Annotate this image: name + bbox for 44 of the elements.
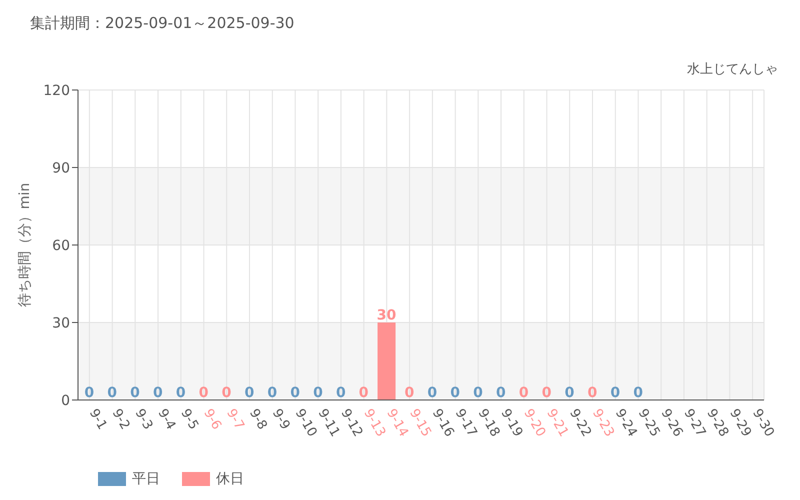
data-label: 0 xyxy=(587,385,598,401)
data-label: 0 xyxy=(610,385,620,401)
data-label: 0 xyxy=(290,385,300,401)
x-tick-label: 9-7 xyxy=(223,406,247,432)
data-label: 0 xyxy=(336,385,346,401)
data-label: 0 xyxy=(404,385,415,401)
data-label: 30 xyxy=(376,308,397,324)
data-label: 0 xyxy=(496,385,506,401)
data-label: 0 xyxy=(84,385,94,401)
data-label: 0 xyxy=(313,385,324,401)
y-tick-label: 0 xyxy=(61,392,70,409)
data-label: 0 xyxy=(358,385,369,401)
data-label: 0 xyxy=(542,385,552,401)
chart-title: 集計期間：2025-09-01～2025-09-30 xyxy=(30,14,294,33)
y-tick-label: 90 xyxy=(52,160,70,176)
chart-subtitle: 水上じてんしゃ xyxy=(687,60,778,78)
data-label: 0 xyxy=(564,385,575,401)
data-label: 0 xyxy=(244,385,254,401)
y-tick-label: 120 xyxy=(43,82,70,99)
x-tick-label: 9-1 xyxy=(86,406,110,432)
data-label: 0 xyxy=(518,385,529,401)
x-tick-label: 9-6 xyxy=(200,406,224,432)
legend-label: 休日 xyxy=(215,470,244,488)
data-label: 0 xyxy=(198,385,209,401)
data-label: 0 xyxy=(450,385,460,401)
data-label: 0 xyxy=(176,385,186,401)
x-tick-label: 9-2 xyxy=(108,406,132,432)
x-tick-label: 9-3 xyxy=(132,406,156,432)
y-tick-label: 30 xyxy=(52,315,70,332)
data-label: 0 xyxy=(633,385,644,401)
data-label: 0 xyxy=(130,385,140,401)
x-tick-label: 9-9 xyxy=(268,406,293,432)
data-label: 0 xyxy=(153,385,164,401)
x-tick-label: 9-8 xyxy=(246,406,270,432)
data-label: 0 xyxy=(427,385,438,401)
legend-label: 平日 xyxy=(131,470,160,488)
x-tick-label: 9-5 xyxy=(177,406,202,432)
y-tick-label: 60 xyxy=(52,238,70,254)
data-label: 0 xyxy=(473,385,484,401)
y-axis-title: 待ち時間（分）min xyxy=(16,182,33,308)
data-label: 0 xyxy=(222,385,232,401)
x-tick-label: 9-4 xyxy=(154,406,178,432)
data-label: 0 xyxy=(107,385,118,401)
data-label: 0 xyxy=(267,385,278,401)
